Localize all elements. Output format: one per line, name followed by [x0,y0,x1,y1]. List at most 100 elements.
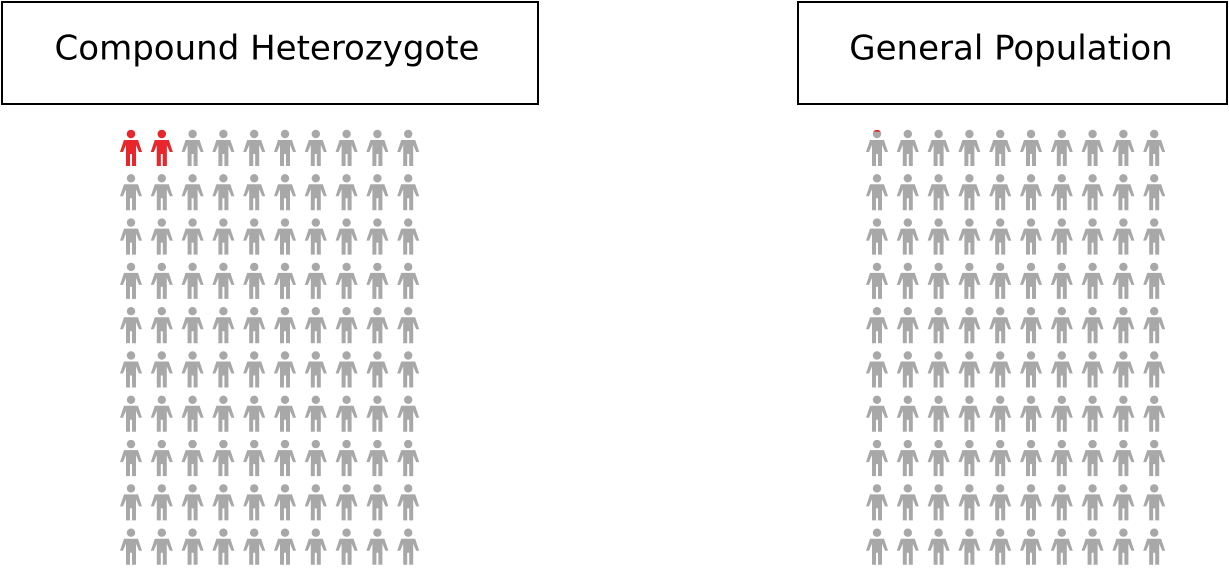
person-icon [274,395,296,432]
person [304,484,327,521]
person-icon [1081,351,1104,388]
person-icon [1020,262,1042,299]
person [243,174,266,211]
person-icon [866,439,888,477]
person [335,218,358,255]
person-icon [1020,395,1042,432]
highlighted-person [873,130,881,132]
person-icon [927,395,950,432]
person [274,218,296,255]
person-icon [1050,218,1073,255]
person-icon [181,307,204,344]
person-icon [958,351,981,388]
person [366,218,389,255]
person [120,218,142,255]
highlighted-person [120,130,142,166]
person [212,439,235,477]
person [958,218,981,255]
person [1143,484,1166,521]
person [181,439,204,477]
person [1143,218,1166,255]
person-icon [958,174,981,211]
person [212,351,235,388]
person-icon [866,262,888,299]
person [397,218,420,255]
person [1143,395,1166,432]
person-icon [1081,484,1104,521]
person [1020,528,1042,565]
person [1143,262,1166,299]
person-icon [1112,439,1135,477]
person [927,439,950,477]
person [212,395,235,432]
person-icon [397,174,420,211]
person [120,262,142,299]
person-icon [243,395,266,432]
person-icon [958,484,981,521]
person [958,528,981,565]
person [896,439,919,477]
person [958,395,981,432]
person-icon [1050,528,1073,565]
person [1112,129,1135,166]
person [150,484,173,521]
person [927,484,950,521]
person [335,129,358,166]
person [150,262,173,299]
person [989,129,1012,166]
person [366,484,389,521]
person-icon [927,174,950,211]
person-icon [927,307,950,344]
person [212,528,235,565]
person-icon [274,484,296,521]
person-icon [212,129,235,166]
person-icon [896,307,919,344]
person [989,395,1012,432]
person-icon [366,395,389,432]
person [366,262,389,299]
person [274,395,296,432]
person-icon [896,439,919,477]
person [1020,307,1042,344]
person [896,351,919,388]
person [1143,129,1166,166]
person [274,439,296,477]
person-icon [304,395,327,432]
person-icon [397,395,420,432]
person-icon [1081,218,1104,255]
person-icon [397,262,420,299]
person-icon [896,528,919,565]
person-icon [335,439,358,477]
person [304,307,327,344]
person [896,218,919,255]
person [304,218,327,255]
person [1020,395,1042,432]
person [1020,439,1042,477]
person [212,218,235,255]
person-icon [150,218,173,255]
person [896,129,919,166]
person-icon [120,439,142,477]
person [335,395,358,432]
person [150,218,173,255]
person [243,129,266,166]
person [1143,351,1166,388]
person-icon [243,439,266,477]
person-icon [366,484,389,521]
person [1112,528,1135,565]
person [866,262,888,299]
person-icon [304,218,327,255]
person [304,174,327,211]
person [1143,528,1166,565]
person-icon [1050,307,1073,344]
person [1081,395,1104,432]
person [120,528,142,565]
person [989,439,1012,477]
person-icon [896,262,919,299]
person-icon [1112,307,1135,344]
person [335,174,358,211]
person-icon [1112,262,1135,299]
person-icon [896,395,919,432]
person [120,395,142,432]
